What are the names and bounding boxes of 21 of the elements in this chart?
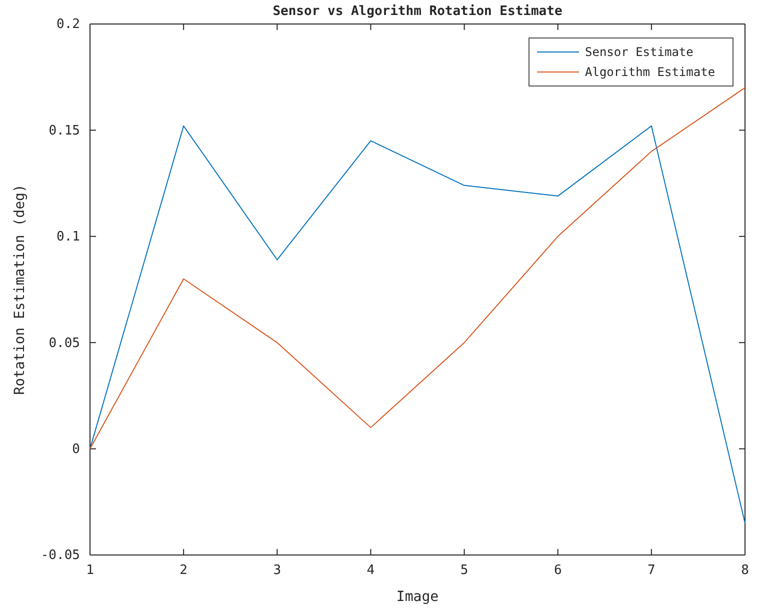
line-series xyxy=(90,87,746,450)
legend-label: Sensor Estimate xyxy=(585,45,694,59)
y-tick-label: 0.1 xyxy=(56,230,80,245)
chart-title: Sensor vs Algorithm Rotation Estimate xyxy=(272,4,562,19)
x-tick-label: 2 xyxy=(180,563,188,578)
line-series xyxy=(90,125,746,524)
y-tick-label: -0.05 xyxy=(40,548,80,564)
y-tick-label: 0.05 xyxy=(48,336,80,351)
y-axis-title: Rotation Estimation (deg) xyxy=(12,184,28,395)
legend-label: Algorithm Estimate xyxy=(585,65,716,79)
x-tick-label: 8 xyxy=(741,563,749,578)
x-axis-title: Image xyxy=(396,589,439,605)
x-tick-label: 7 xyxy=(648,563,656,578)
x-tick-label: 4 xyxy=(366,563,375,578)
x-tick-label: 1 xyxy=(86,563,94,578)
x-tick-label: 6 xyxy=(554,563,562,578)
y-tick-label: 0.2 xyxy=(56,17,80,32)
y-tick-label: 0.15 xyxy=(48,123,80,138)
y-tick-label: 0 xyxy=(72,442,80,457)
x-tick-label: 5 xyxy=(460,563,468,578)
x-tick-label: 3 xyxy=(273,563,282,578)
